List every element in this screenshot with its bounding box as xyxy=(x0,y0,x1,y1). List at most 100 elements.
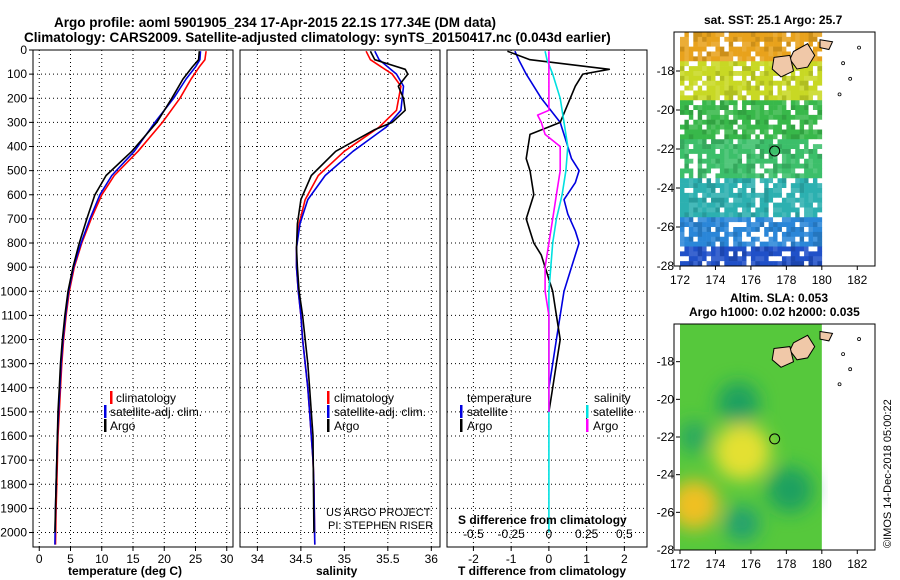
x-tick-label: 1 xyxy=(583,552,590,566)
sst-cell xyxy=(764,231,769,238)
sst-cell xyxy=(777,80,783,86)
sst-cell xyxy=(768,105,774,111)
sst-cell xyxy=(742,178,747,184)
sst-cell xyxy=(728,168,734,174)
sst-cell xyxy=(711,100,716,106)
sst-cell xyxy=(759,56,765,62)
sst-cell xyxy=(688,119,694,125)
sst-cell xyxy=(733,241,738,247)
sst-cell xyxy=(808,261,814,267)
sst-cell xyxy=(817,183,823,189)
map-y-tick-label: -22 xyxy=(657,430,675,444)
sst-cell xyxy=(755,41,761,47)
sst-cell xyxy=(724,149,730,155)
sst-cell xyxy=(684,163,690,169)
sst-cell xyxy=(808,100,814,106)
sst-cell xyxy=(759,222,765,228)
sst-cell xyxy=(768,251,774,257)
legend-swatch-argo xyxy=(327,419,330,432)
sst-cell xyxy=(715,105,721,111)
sst-cell xyxy=(711,227,716,233)
sst-cell xyxy=(742,231,747,238)
sst-cell xyxy=(715,173,721,179)
sst-cell xyxy=(684,183,690,189)
sst-cell xyxy=(750,173,756,179)
sst-cell xyxy=(702,153,707,160)
sst-cell xyxy=(693,85,699,91)
sst-cell xyxy=(746,139,752,145)
sst-cell xyxy=(680,80,685,86)
sst-cell xyxy=(750,222,756,228)
legend-label-argo: Argo xyxy=(334,419,360,433)
sst-cell xyxy=(817,212,823,218)
sst-cell xyxy=(702,251,707,257)
sst-cell xyxy=(799,168,805,174)
sst-cell xyxy=(724,41,730,47)
sst-cell xyxy=(777,202,783,208)
sst-cell xyxy=(746,192,752,199)
sst-cell xyxy=(693,217,699,223)
sst-cell xyxy=(742,192,747,199)
sst-cell xyxy=(715,124,721,130)
sst-cell xyxy=(750,114,756,121)
sst-cell xyxy=(817,207,823,213)
sst-cell xyxy=(715,192,721,199)
sst-cell xyxy=(750,105,756,111)
sst-cell xyxy=(817,168,823,174)
sst-cell xyxy=(711,61,716,67)
sst-cell xyxy=(786,32,792,38)
sst-cell xyxy=(790,168,796,174)
sst-cell xyxy=(799,75,805,82)
sst-cell xyxy=(777,95,783,101)
map-y-tick-label: -24 xyxy=(657,468,675,482)
sst-cell xyxy=(702,124,707,130)
sst-cell xyxy=(715,178,721,184)
sst-cell xyxy=(697,46,703,52)
sst-cell xyxy=(706,46,712,52)
sst-cell xyxy=(812,222,818,228)
sst-cell xyxy=(680,178,685,184)
sst-cell xyxy=(812,71,818,77)
sst-cell xyxy=(680,236,685,242)
sst-cell xyxy=(742,227,747,233)
sst-cell xyxy=(812,158,818,164)
sst-cell xyxy=(786,153,792,160)
sst-cell xyxy=(799,261,805,267)
sst-cell xyxy=(764,153,769,160)
sst-cell xyxy=(773,124,778,130)
sst-cell xyxy=(719,192,725,199)
sst-cell xyxy=(817,261,823,267)
sst-cell xyxy=(742,139,747,145)
sst-cell xyxy=(812,261,818,267)
sst-cell xyxy=(759,256,765,262)
sst-cell xyxy=(790,241,796,247)
sst-cell xyxy=(750,124,756,130)
sst-cell xyxy=(764,134,769,140)
sst-cell xyxy=(702,51,707,57)
sst-cell xyxy=(768,46,774,52)
sst-cell xyxy=(746,222,752,228)
sst-cell xyxy=(768,178,774,184)
sst-cell xyxy=(812,134,818,140)
sst-cell xyxy=(750,241,756,247)
sst-cell xyxy=(799,183,805,189)
sst-cell xyxy=(790,139,796,145)
sst-cell xyxy=(804,202,809,208)
sst-cell xyxy=(750,134,756,140)
legend-label-satellite: satellite-adj. clim. xyxy=(334,405,426,419)
sst-cell xyxy=(799,231,805,238)
sst-cell xyxy=(684,207,690,213)
sst-cell xyxy=(781,114,787,121)
sst-cell xyxy=(724,256,730,262)
sst-cell xyxy=(777,168,783,174)
sst-cell xyxy=(790,202,796,208)
sst-cell xyxy=(759,212,765,218)
sst-cell xyxy=(680,207,685,213)
sst-map-title: sat. SST: 25.1 Argo: 25.7 xyxy=(704,13,843,27)
sst-cell xyxy=(688,61,694,67)
sst-cell xyxy=(755,168,761,174)
sst-cell xyxy=(755,90,761,96)
sst-cell xyxy=(795,90,800,96)
sst-cell xyxy=(755,173,761,179)
sst-cell xyxy=(684,231,690,238)
